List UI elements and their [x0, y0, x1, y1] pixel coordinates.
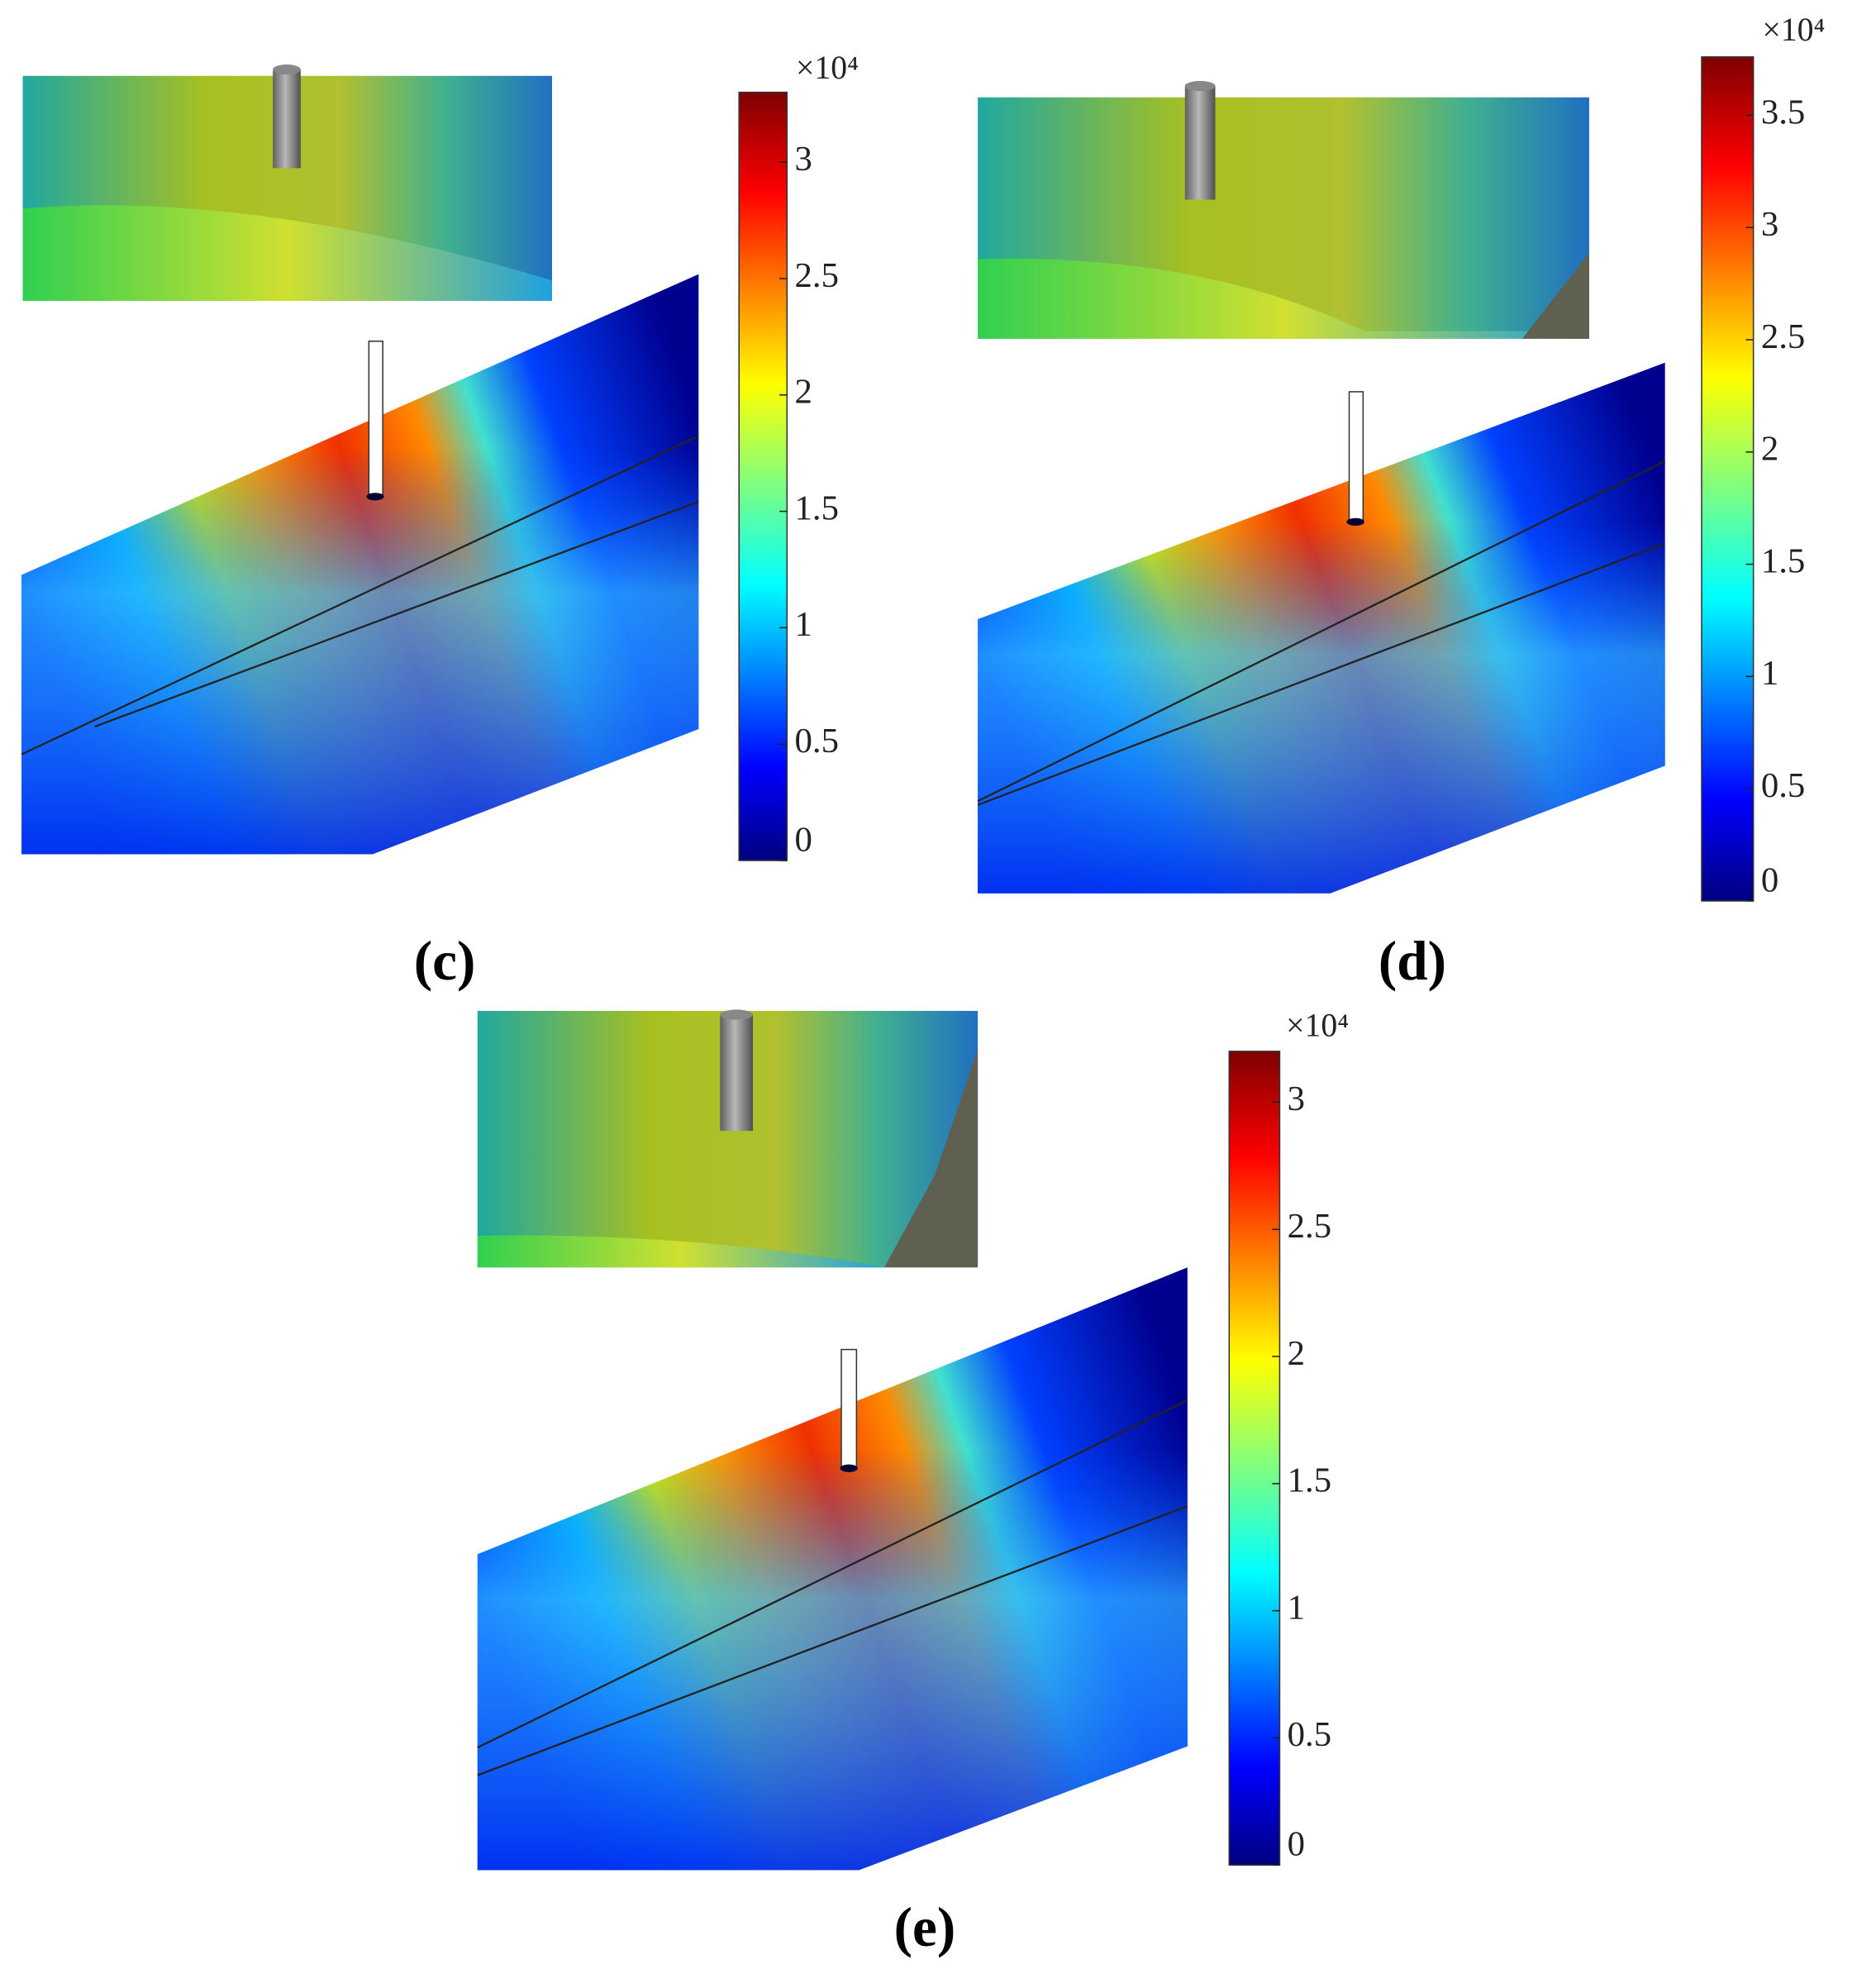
- colorbar-tick-label: 2.5: [1761, 317, 1806, 356]
- panel-e-render: [477, 1009, 1188, 1871]
- panel-d-render: [977, 80, 1666, 894]
- colorbar-tick-label: 1.5: [794, 489, 839, 527]
- colorbar-tick-label: 2.5: [794, 256, 839, 295]
- colorbar-tick-label: 3: [794, 140, 812, 179]
- colorbar-tick-label: 1.5: [1761, 541, 1806, 580]
- colorbar-tick-label: 2: [794, 373, 812, 412]
- colorbar: [738, 91, 788, 861]
- colorbar-tick-label: 1: [1288, 1588, 1305, 1627]
- colorbar-tick-label: 2: [1288, 1334, 1305, 1373]
- colorbar: [1701, 56, 1755, 902]
- colorbar: [1228, 1051, 1281, 1866]
- colorbar-tick-label: 2.5: [1288, 1207, 1332, 1246]
- panel-label: (c): [414, 930, 476, 992]
- colorbar-multiplier: ×10⁴: [1286, 1008, 1349, 1044]
- colorbar-tick-label: 1.5: [1288, 1461, 1332, 1500]
- panel-c-render: [21, 64, 699, 855]
- panel-label: (e): [894, 1896, 956, 1958]
- colorbar-tick-label: 0.5: [794, 722, 839, 760]
- colorbar-tick-label: 0.5: [1288, 1715, 1332, 1754]
- colorbar-tick-label: 3: [1761, 205, 1778, 244]
- colorbar-tick-label: 0: [1288, 1825, 1305, 1864]
- colorbar-tick-label: 1: [794, 605, 812, 644]
- colorbar-tick-label: 0: [794, 820, 812, 859]
- colorbar-multiplier: ×10⁴: [796, 50, 859, 86]
- colorbar-tick-label: 1: [1761, 654, 1778, 693]
- colorbar-tick-label: 0.5: [1761, 766, 1806, 805]
- colorbar-tick-label: 3: [1288, 1080, 1305, 1118]
- colorbar-tick-label: 3.5: [1761, 93, 1806, 131]
- colorbar-tick-label: 2: [1761, 430, 1778, 469]
- colorbar-tick-label: 0: [1761, 861, 1778, 899]
- colorbar-multiplier: ×10⁴: [1762, 12, 1825, 48]
- panel-label: (d): [1378, 930, 1446, 992]
